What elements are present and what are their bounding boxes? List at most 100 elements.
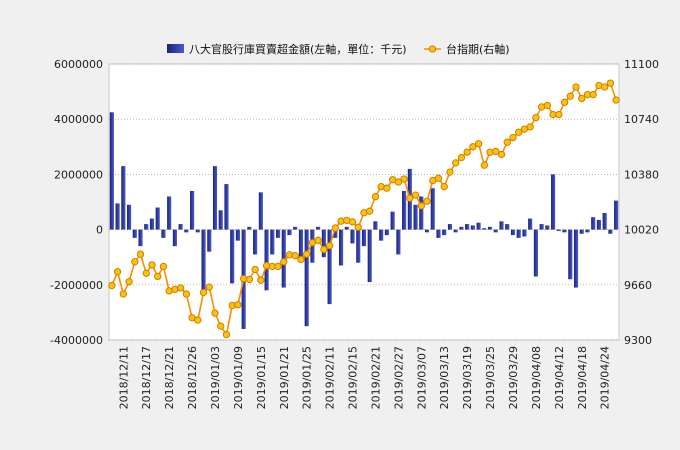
line-point xyxy=(474,140,483,148)
line-point xyxy=(406,194,414,202)
bar xyxy=(465,224,470,230)
bar xyxy=(327,229,332,305)
x-axis-tick-label: 2019/03/07 xyxy=(415,346,428,409)
bar xyxy=(379,229,384,241)
bar xyxy=(516,229,521,238)
line-point xyxy=(274,262,282,271)
line-point xyxy=(457,153,466,162)
line-point xyxy=(434,174,443,182)
line-point xyxy=(572,83,580,91)
line-point xyxy=(606,79,615,87)
bar xyxy=(614,200,619,230)
line-point xyxy=(205,283,213,291)
bar xyxy=(235,229,240,241)
bar xyxy=(453,229,458,233)
bar xyxy=(121,166,126,230)
bar xyxy=(367,229,372,283)
line-point xyxy=(113,268,122,276)
line-point xyxy=(371,192,380,201)
line-point xyxy=(492,147,500,156)
line-point xyxy=(320,245,328,254)
bar xyxy=(522,229,527,237)
bar xyxy=(201,229,206,291)
x-axis-tick-label: 2019/03/29 xyxy=(507,346,520,409)
line-point xyxy=(199,288,208,297)
line-point xyxy=(314,236,322,244)
line-point xyxy=(612,96,620,104)
legend: 八大官股行庫買賣超金額(左軸，單位：千元) 台指期(右軸) xyxy=(167,42,510,56)
x-axis-tick-label: 2019/03/13 xyxy=(438,346,451,409)
line-point xyxy=(159,262,168,271)
legend-line-label: 台指期(右軸) xyxy=(446,42,510,56)
bar xyxy=(149,218,155,230)
bar xyxy=(568,229,573,280)
bar xyxy=(224,184,229,230)
bar xyxy=(247,226,252,230)
line-point xyxy=(297,255,305,264)
bar xyxy=(178,224,183,230)
bar xyxy=(476,222,481,230)
bar xyxy=(539,224,544,230)
bar xyxy=(270,229,275,255)
line-point xyxy=(560,98,569,106)
line-point xyxy=(291,252,299,260)
line-point xyxy=(469,143,477,151)
bar xyxy=(459,226,464,230)
right-axis-tick-label: 11100 xyxy=(624,58,659,71)
line-point xyxy=(411,191,420,199)
bar xyxy=(573,229,579,288)
line-point xyxy=(383,184,391,192)
line-point xyxy=(194,316,202,324)
line-point xyxy=(251,265,259,274)
bar xyxy=(258,192,263,230)
left-axis-tick-label: 4000000 xyxy=(54,113,103,126)
line-point xyxy=(503,138,511,146)
bar xyxy=(184,229,189,233)
bar xyxy=(316,226,321,230)
bar xyxy=(585,229,590,233)
bar xyxy=(218,210,223,230)
x-axis-tick-label: 2019/01/21 xyxy=(278,346,291,409)
bar xyxy=(373,221,378,230)
line-point xyxy=(532,114,540,122)
bar xyxy=(556,229,561,231)
bar xyxy=(413,204,418,230)
bar xyxy=(361,229,367,247)
bar xyxy=(190,190,195,230)
line-point xyxy=(463,148,471,156)
x-axis-tick-label: 2018/12/26 xyxy=(186,346,199,409)
bar xyxy=(264,229,269,291)
line-point xyxy=(400,175,408,183)
line-point xyxy=(303,250,311,258)
left-axis-tick-label: -2000000 xyxy=(50,279,103,292)
line-point xyxy=(154,272,162,281)
bar xyxy=(424,229,430,233)
bar xyxy=(488,226,493,230)
bar xyxy=(287,229,292,236)
line-point xyxy=(578,94,586,103)
x-axis-tick-label: 2019/03/25 xyxy=(484,346,497,409)
line-point xyxy=(526,123,534,131)
line-point xyxy=(497,150,506,159)
line-point xyxy=(325,242,334,250)
line-point xyxy=(440,183,448,191)
bar xyxy=(138,229,143,247)
x-axis-tick-label: 2019/04/12 xyxy=(553,346,566,409)
bar xyxy=(155,207,160,230)
left-axis-tick-label: 0 xyxy=(96,224,103,237)
right-axis-tick-label: 9300 xyxy=(624,334,652,347)
bar xyxy=(304,229,309,327)
bar xyxy=(298,229,304,258)
bar xyxy=(172,229,177,247)
legend-line-marker xyxy=(428,45,437,53)
bar xyxy=(579,229,584,234)
x-axis-tick-label: 2018/12/17 xyxy=(140,346,153,409)
bar xyxy=(275,229,281,238)
bar xyxy=(356,229,361,263)
x-axis-tick-label: 2019/01/03 xyxy=(209,346,222,409)
legend-bar-swatch xyxy=(167,44,184,53)
bar xyxy=(551,174,556,230)
bar xyxy=(430,188,435,230)
bar xyxy=(505,224,510,230)
